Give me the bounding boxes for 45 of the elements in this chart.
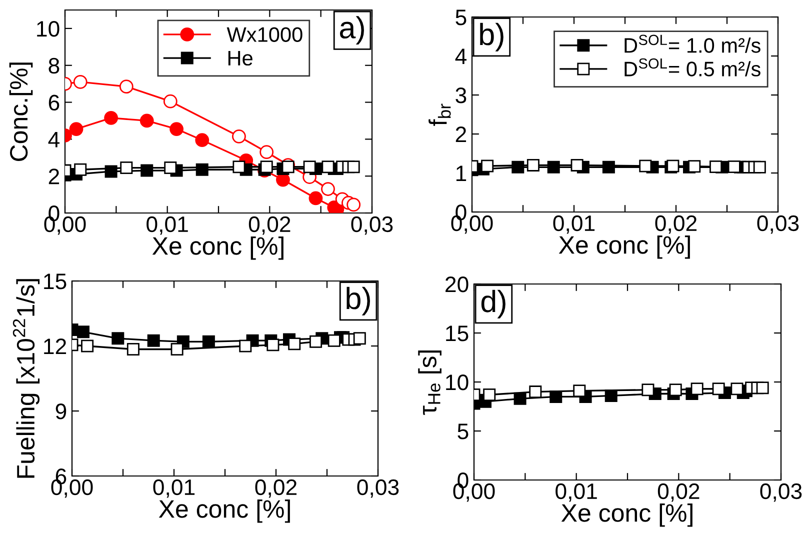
y-tick-label: 12	[44, 338, 66, 354]
x-tick-label: 0,02	[248, 216, 290, 235]
annotation: a)	[340, 16, 364, 45]
legend-label: Wx1000	[226, 27, 302, 42]
y-tick-label: 5	[458, 424, 468, 440]
y-tick-label: 1	[456, 166, 466, 182]
x-tick-label: 0,03	[760, 483, 802, 502]
y-tick-label: 5	[456, 10, 466, 26]
x-tick-label: 0,03	[357, 479, 399, 498]
x-axis-title: Xe conc [%]	[558, 235, 690, 259]
y-tick-label: 15	[44, 274, 66, 290]
legend-label: D$^{SOL}$= 0.5 m²/s	[624, 58, 760, 76]
x-tick-label: 0,03	[757, 215, 799, 234]
x-tick-label: 0,02	[655, 215, 697, 234]
y-tick-label: 10	[446, 374, 468, 390]
y-tick-label: 2	[48, 168, 60, 184]
y-tick-label: 4	[455, 48, 466, 64]
x-axis-title: Xe conc [%]	[152, 236, 284, 260]
y-tick-label: 15	[446, 326, 468, 342]
y-tick-label: 20	[446, 276, 468, 292]
y-axis-title: f$_{br}$	[428, 104, 451, 126]
x-tick-label: 0,01	[146, 216, 188, 235]
x-tick-label: 0,01	[153, 479, 195, 498]
x-tick-label: 0,01	[553, 215, 595, 234]
annotation: b)	[480, 22, 504, 52]
x-tick-label: 0,01	[556, 483, 597, 502]
annotation: b)	[346, 286, 370, 316]
y-axis-title: Conc.[%]	[9, 62, 33, 161]
y-axis-title: Fuelling [x10$^{22}$1/s]	[12, 279, 40, 478]
legend-label: D$^{SOL}$= 1.0 m²/s	[624, 34, 760, 53]
y-tick-label: 4	[48, 132, 60, 148]
y-tick-label: 10	[37, 20, 60, 37]
legend-label: He	[228, 51, 252, 66]
y-tick-label: 6	[48, 94, 60, 111]
y-tick-label: 9	[56, 404, 66, 420]
x-axis-title: Xe conc [%]	[158, 499, 290, 523]
x-tick-label: 0,03	[351, 216, 393, 235]
y-tick-label: 3	[456, 88, 466, 104]
y-tick-label: 8	[48, 58, 60, 74]
x-axis-title: Xe conc [%]	[561, 503, 692, 527]
annotation: d)	[481, 290, 506, 318]
x-tick-label: 0,02	[658, 483, 700, 502]
y-tick-label: 2	[456, 126, 466, 142]
y-axis-title: τ$_{He}$ [s]	[418, 350, 442, 415]
x-tick-label: 0,02	[255, 479, 297, 498]
